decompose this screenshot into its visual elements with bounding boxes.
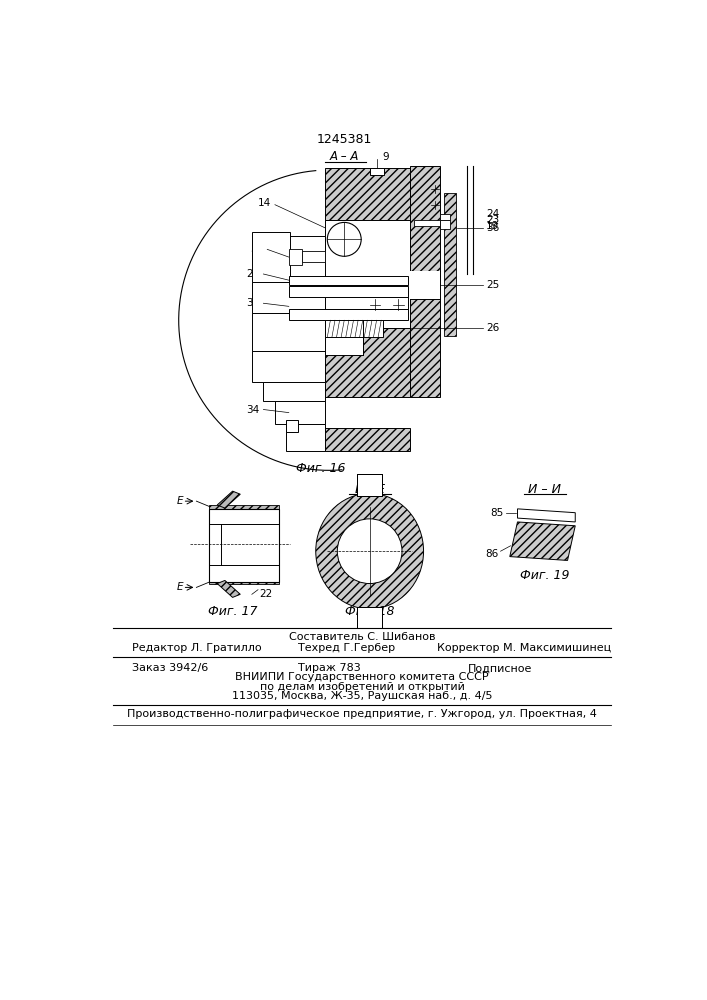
Bar <box>359 608 380 627</box>
Text: 23: 23 <box>486 215 499 225</box>
Text: 86: 86 <box>485 549 498 559</box>
Text: E: E <box>177 582 184 592</box>
Text: 1245381: 1245381 <box>317 133 372 146</box>
Text: Заказ 3942/6: Заказ 3942/6 <box>132 663 209 673</box>
Bar <box>325 320 382 337</box>
Bar <box>252 235 325 259</box>
Bar <box>288 276 408 285</box>
Text: А – А: А – А <box>329 150 359 163</box>
Text: ВНИИПИ Государственного комитета СССР: ВНИИПИ Государственного комитета СССР <box>235 672 489 682</box>
Text: Редактор Л. Гратилло: Редактор Л. Гратилло <box>132 643 262 653</box>
Text: 33: 33 <box>246 298 259 308</box>
Text: 36: 36 <box>486 223 499 233</box>
Bar <box>325 428 409 451</box>
Bar <box>209 505 279 511</box>
Bar <box>264 382 325 401</box>
Text: Техред Г.Гербер: Техред Г.Гербер <box>298 643 395 653</box>
Bar <box>359 476 380 494</box>
Text: 24: 24 <box>486 209 499 219</box>
Bar <box>252 232 291 282</box>
Text: 26: 26 <box>486 323 499 333</box>
Text: Производственно-полиграфическое предприятие, г. Ужгород, ул. Проектная, 4: Производственно-полиграфическое предприя… <box>127 709 597 719</box>
Text: 113035, Москва, Ж-35, Раушская наб., д. 4/5: 113035, Москва, Ж-35, Раушская наб., д. … <box>232 691 492 701</box>
Text: 34: 34 <box>246 405 259 415</box>
Circle shape <box>327 222 361 256</box>
Bar <box>209 509 279 582</box>
Text: Подписное: Подписное <box>467 663 532 673</box>
Polygon shape <box>510 522 575 560</box>
Text: E: E <box>177 496 184 506</box>
Text: Фиг. 16: Фиг. 16 <box>296 462 346 475</box>
Bar <box>357 474 382 496</box>
Bar <box>370 168 383 175</box>
Bar <box>252 282 325 312</box>
Circle shape <box>337 519 402 584</box>
Text: И – И: И – И <box>528 483 561 496</box>
Text: Фиг. 17: Фиг. 17 <box>208 605 257 618</box>
Bar <box>409 271 440 299</box>
Bar <box>357 607 382 628</box>
Text: 19: 19 <box>486 221 499 231</box>
Text: 25: 25 <box>486 280 499 290</box>
Bar <box>444 193 456 336</box>
Text: 22: 22 <box>259 589 273 599</box>
Ellipse shape <box>316 493 423 609</box>
Text: Корректор М. Максимишинец: Корректор М. Максимишинец <box>437 643 611 653</box>
Polygon shape <box>217 580 240 597</box>
Text: Фиг. 18: Фиг. 18 <box>345 605 395 618</box>
Bar <box>252 282 291 289</box>
Bar <box>286 424 325 451</box>
Bar <box>286 420 298 432</box>
Bar <box>357 474 382 496</box>
Bar <box>325 297 408 309</box>
Bar <box>302 251 325 262</box>
Polygon shape <box>518 509 575 522</box>
Bar <box>440 220 450 229</box>
Bar <box>325 168 409 220</box>
Polygon shape <box>217 491 240 508</box>
Bar <box>440 214 450 220</box>
Text: 85: 85 <box>491 508 503 518</box>
Text: 27: 27 <box>246 269 259 279</box>
Text: Фиг. 19: Фиг. 19 <box>520 569 569 582</box>
Bar <box>325 328 409 397</box>
Text: 14: 14 <box>258 198 271 208</box>
Bar <box>357 607 382 628</box>
Bar <box>209 577 279 584</box>
Text: Тираж 783: Тираж 783 <box>298 663 361 673</box>
Bar <box>288 286 408 297</box>
Bar <box>252 312 325 351</box>
Bar <box>325 220 409 328</box>
Bar <box>252 351 325 382</box>
Bar <box>288 309 408 320</box>
Text: по делам изобретений и открытий: по делам изобретений и открытий <box>259 682 464 692</box>
Bar <box>414 220 440 226</box>
Text: 9: 9 <box>382 152 390 162</box>
Bar <box>409 166 440 397</box>
Bar <box>325 337 363 355</box>
Bar <box>288 249 302 265</box>
Bar <box>275 401 325 424</box>
Text: Е – Е: Е – Е <box>355 483 385 496</box>
Text: Составитель С. Шибанов: Составитель С. Шибанов <box>288 632 436 642</box>
Text: 30: 30 <box>250 244 264 254</box>
